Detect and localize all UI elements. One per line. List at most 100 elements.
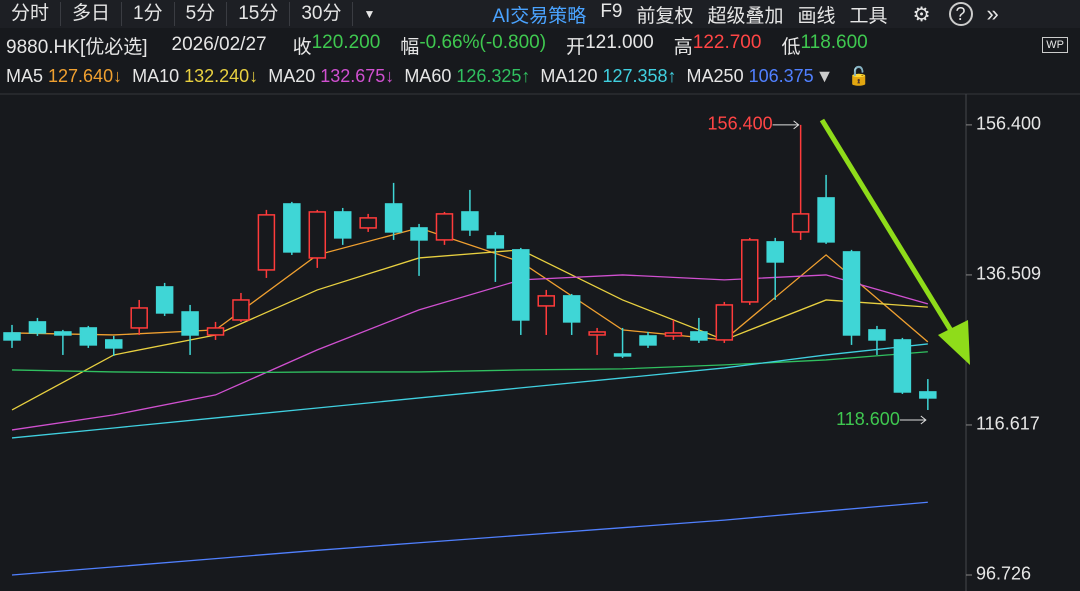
wp-icon[interactable]: WP	[1042, 37, 1068, 53]
ma-line	[11, 351, 928, 374]
candle-body	[715, 304, 734, 341]
annotation-label: 156.400	[708, 114, 773, 134]
field-value: 122.700	[692, 31, 762, 53]
ma-line	[11, 227, 929, 343]
candle-body	[486, 235, 505, 249]
candle-body	[130, 307, 148, 329]
candle-body	[919, 391, 937, 399]
legend-value: 132.675↓	[320, 65, 395, 86]
dropdown-icon[interactable]: ▼	[363, 7, 376, 21]
legend-value: 106.375	[748, 65, 814, 86]
legend-name: MA10	[132, 65, 180, 86]
legend-value: 127.358↑	[602, 65, 677, 86]
field-label: 高	[673, 36, 693, 58]
tool[interactable]: F9	[600, 0, 623, 22]
symbol: 9880.HK[优必选]	[6, 36, 148, 58]
tool[interactable]: 前复权	[636, 5, 694, 27]
y-tick-label: 96.726	[976, 564, 1031, 584]
legend-name: MA60	[404, 65, 452, 86]
candle-body	[359, 217, 377, 229]
help-icon[interactable]: ?	[948, 2, 973, 26]
trend-arrow-head	[938, 320, 970, 365]
candle-body	[54, 331, 72, 336]
candle-body	[893, 339, 912, 393]
y-tick-label: 136.509	[976, 264, 1041, 284]
candle-body	[308, 211, 327, 259]
candle-body	[868, 329, 886, 341]
tab[interactable]: 30分	[290, 2, 354, 26]
toolbar: 分时 多日 1分 5分 15分 30分 ▼ AI交易策略 F9 前复权 超级叠加 画线 工具 ⚙ ?…	[0, 0, 1080, 28]
tab[interactable]: 15分	[227, 2, 291, 26]
tool[interactable]: 超级叠加	[707, 5, 784, 27]
candle-body	[690, 331, 708, 341]
candle-body	[588, 331, 606, 336]
legend-value: 126.325↑	[456, 65, 531, 86]
ma-line	[11, 274, 929, 431]
tab[interactable]: 多日	[61, 2, 123, 26]
candle-body	[155, 286, 174, 314]
candle-body	[791, 213, 810, 233]
candle-body	[79, 327, 98, 346]
candle-body	[664, 332, 683, 337]
tool[interactable]: 画线	[797, 5, 836, 27]
field-value: 120.200	[311, 31, 381, 53]
candle-body	[435, 213, 454, 241]
date: 2026/02/27	[171, 34, 267, 55]
legend-value: 127.640↓	[48, 65, 123, 86]
candle-body	[283, 203, 301, 253]
candle-body	[384, 203, 403, 233]
field-label: 低	[781, 36, 801, 58]
legend-value: 132.240↓	[184, 65, 259, 86]
expand-icon[interactable]: »	[986, 1, 999, 26]
candle-body	[105, 339, 123, 349]
tool[interactable]: 工具	[849, 5, 888, 27]
candle-body	[461, 211, 479, 231]
ma-line	[11, 501, 928, 576]
annotation-label: 118.600	[836, 409, 900, 429]
ma-legend: MA5 127.640↓ MA10 132.240↓ MA20 132.675↓ MA60 1…	[0, 60, 1080, 92]
legend-items: MA5 127.640↓ MA10 132.240↓ MA20 132.675↓ MA60 1…	[6, 66, 814, 87]
candle-body	[741, 239, 759, 303]
tabs: 分时 多日 1分 5分 15分 30分	[0, 2, 354, 26]
legend-name: MA5	[6, 65, 44, 86]
field-value: -0.66%(-0.800)	[419, 31, 547, 53]
legend-name: MA120	[540, 65, 598, 86]
candle-body	[817, 197, 835, 243]
legend-dropdown[interactable]: ▼	[815, 65, 834, 86]
field-value: 118.600	[800, 31, 868, 53]
candle-body	[206, 327, 225, 336]
candle-body	[333, 211, 352, 239]
candle-body	[639, 335, 657, 346]
quote-fields: 收 120.200 幅 -0.66%(-0.800) 开 121.000 高 122.700 低…	[267, 32, 868, 59]
tool[interactable]: AI交易策略	[492, 5, 587, 27]
field-label: 幅	[400, 36, 420, 58]
field-value: 121.000	[585, 31, 654, 53]
y-tick-label: 116.617	[976, 414, 1040, 434]
field-label: 开	[566, 36, 586, 58]
candle-body	[842, 251, 861, 336]
field-label: 收	[292, 36, 312, 58]
candle-body	[410, 227, 428, 241]
legend-name: MA20	[268, 65, 316, 86]
tab[interactable]: 5分	[175, 2, 228, 26]
tab[interactable]: 分时	[0, 2, 62, 26]
trend-arrow	[819, 118, 961, 344]
quote-row: 9880.HK[优必选] 2026/02/27 收 120.200 幅 -0.66%(…	[0, 30, 1080, 60]
ma-line	[11, 343, 928, 439]
annotation-arrow	[920, 415, 927, 425]
candle-body	[766, 241, 784, 263]
candle-body	[613, 353, 632, 357]
annotation-arrow	[793, 120, 800, 130]
tab[interactable]: 1分	[122, 2, 175, 26]
ma-line	[11, 249, 928, 411]
candle-body	[232, 299, 250, 321]
settings-icon[interactable]: ⚙	[912, 3, 931, 26]
tools: AI交易策略 F9 前复权 超级叠加 画线 工具	[485, 1, 894, 28]
candle-body	[181, 311, 199, 336]
lock-icon[interactable]: 🔓	[847, 65, 870, 86]
candle-body	[562, 295, 581, 323]
candle-body	[512, 249, 530, 321]
candle-body	[28, 321, 47, 334]
